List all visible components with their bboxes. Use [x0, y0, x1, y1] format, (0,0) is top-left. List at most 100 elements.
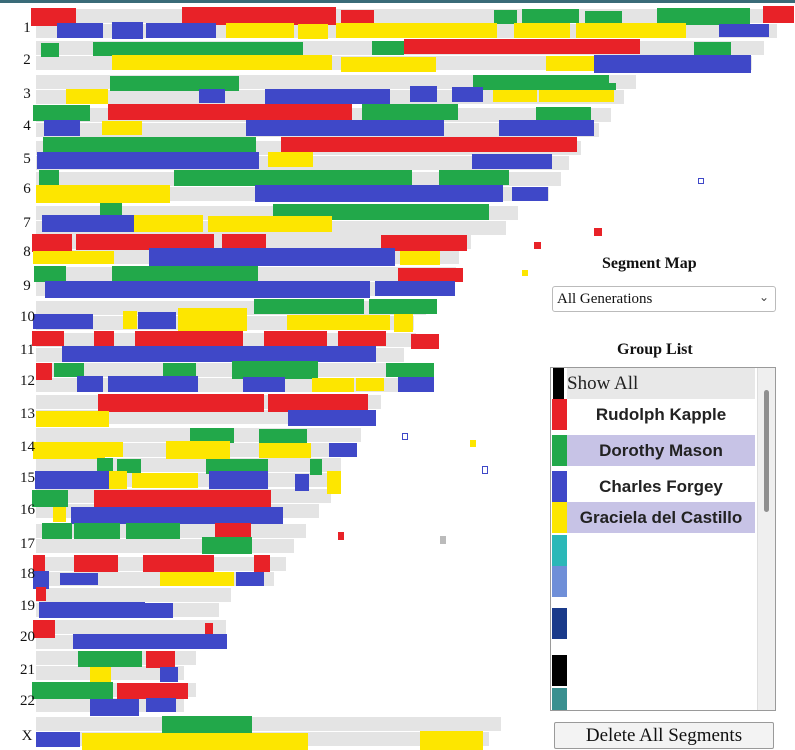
- group-list-scrollbar[interactable]: [757, 368, 775, 710]
- segment-chr-15: [35, 471, 109, 489]
- chromosome-label-7: 7: [23, 215, 31, 231]
- segment-map-title: Segment Map: [602, 255, 697, 272]
- group-item-label: Dorothy Mason: [567, 435, 755, 466]
- segment-chr-3: [66, 89, 108, 104]
- segment-chr-1: [657, 8, 750, 25]
- delete-all-segments-button[interactable]: Delete All Segments: [554, 722, 774, 749]
- segment-chr-22: [146, 698, 176, 712]
- segment-chr-4: [58, 120, 80, 136]
- segment-chr-18: [236, 572, 264, 586]
- group-item-label: Charles Forgey: [567, 471, 755, 502]
- segment-chr-18: [74, 555, 118, 572]
- segment-chr-3: [539, 90, 614, 102]
- segment-chr-11: [411, 334, 439, 349]
- group-item[interactable]: [551, 566, 757, 597]
- segment-chr-6: [255, 185, 503, 202]
- segment-chr-12: [312, 378, 354, 392]
- segment-chr-11: [338, 331, 386, 346]
- segment-chr-2: [341, 57, 436, 72]
- chromosome-label-22: 22: [20, 693, 35, 709]
- segment-chr-9: [398, 268, 463, 282]
- group-item-show-all[interactable]: Show All: [551, 368, 757, 399]
- group-item-dorothy-mason[interactable]: Dorothy Mason: [551, 435, 757, 466]
- segment-chr-1: [494, 10, 517, 24]
- chromosome-label-16: 16: [20, 502, 35, 518]
- segment-chr-12: [108, 376, 198, 392]
- segment-chr-x: [420, 731, 483, 750]
- chromosome-label-17: 17: [20, 536, 35, 552]
- group-color-swatch: [552, 655, 567, 686]
- segment-chr-21: [90, 667, 111, 682]
- segment-chr-9: [34, 266, 66, 282]
- segment-chr-10: [178, 308, 247, 331]
- segment-chr-7: [100, 203, 122, 216]
- segment-marker: [522, 270, 528, 276]
- segment-chr-7: [134, 215, 203, 232]
- segment-chr-5: [37, 152, 259, 169]
- group-item[interactable]: [551, 608, 757, 639]
- group-item-graciela-del-castillo[interactable]: Graciela del Castillo: [551, 502, 757, 533]
- segment-chr-11: [135, 331, 243, 346]
- group-item[interactable]: [551, 535, 757, 566]
- group-item-charles-forgey[interactable]: Charles Forgey: [551, 471, 757, 502]
- segment-chr-17: [126, 523, 180, 539]
- segment-marker: [440, 536, 446, 544]
- segment-chr-22: [117, 683, 188, 699]
- group-item[interactable]: [551, 688, 757, 710]
- segment-chr-11: [62, 346, 96, 362]
- segment-chr-2: [594, 55, 751, 73]
- segment-chr-8: [32, 234, 72, 252]
- segment-chr-15: [97, 458, 113, 472]
- segment-marker: [534, 242, 541, 249]
- generation-select-value: All Generations: [557, 291, 653, 307]
- segment-chr-1: [31, 8, 76, 26]
- chromosome-label-13: 13: [20, 406, 35, 422]
- segment-chr-4: [536, 107, 591, 120]
- segment-chr-13: [98, 394, 264, 412]
- segment-chr-12: [386, 363, 434, 377]
- segment-chr-15: [109, 471, 127, 489]
- segment-chr-18: [60, 573, 98, 585]
- group-item-label: [567, 535, 755, 566]
- group-color-swatch: [552, 435, 567, 466]
- segment-chr-12: [77, 376, 103, 392]
- group-list[interactable]: Show All Rudolph Kapple Dorothy Mason Charl…: [550, 367, 776, 711]
- segment-chr-5: [281, 137, 577, 152]
- group-item-rudolph-kapple[interactable]: Rudolph Kapple: [551, 399, 757, 430]
- segment-chr-2: [546, 56, 596, 71]
- scrollbar-thumb[interactable]: [764, 390, 769, 512]
- segment-marker: [698, 178, 704, 184]
- chromosome-label-1: 1: [23, 20, 31, 36]
- group-item-label: [567, 608, 755, 639]
- group-item-label: Rudolph Kapple: [567, 399, 755, 430]
- segment-chr-20: [73, 634, 227, 649]
- group-item[interactable]: [551, 655, 757, 686]
- segment-chr-1: [719, 24, 769, 37]
- segment-chr-3: [452, 87, 483, 102]
- generation-select[interactable]: All Generations ⌄: [552, 286, 776, 312]
- segment-chr-12: [36, 363, 52, 380]
- segment-chr-7: [42, 215, 134, 232]
- segment-chr-5: [138, 137, 256, 152]
- segment-chr-5: [43, 137, 139, 152]
- segment-chr-19: [39, 602, 145, 618]
- group-color-swatch: [552, 608, 567, 639]
- segment-chr-1: [146, 23, 216, 38]
- group-color-swatch: [552, 535, 567, 566]
- segment-chr-13: [288, 410, 376, 426]
- chromosome-label-3: 3: [23, 86, 31, 102]
- segment-chr-6: [174, 170, 412, 186]
- chromosome-label-4: 4: [23, 118, 31, 134]
- segment-chr-14: [259, 443, 311, 458]
- segment-chr-10: [33, 314, 93, 329]
- segment-chr-9: [45, 281, 370, 298]
- segment-chr-12: [163, 363, 196, 377]
- segment-chr-14: [329, 443, 357, 457]
- segment-chr-1: [585, 11, 622, 24]
- segment-chr-12: [243, 377, 285, 392]
- segment-chr-2: [372, 41, 404, 55]
- segment-chr-2: [93, 42, 303, 56]
- segment-chr-13: [36, 411, 109, 427]
- segment-chr-4: [246, 120, 444, 136]
